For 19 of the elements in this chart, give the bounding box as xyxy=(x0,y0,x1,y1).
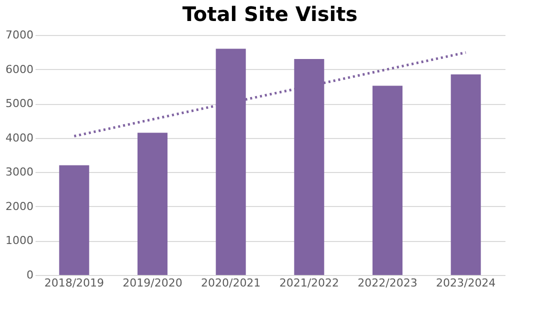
y-tick-label: 1000 xyxy=(6,234,34,248)
bar xyxy=(138,132,168,275)
y-tick-label: 5000 xyxy=(6,97,34,110)
bar xyxy=(450,74,481,275)
chart-title: Total Site Visits xyxy=(182,2,358,26)
x-tick-label: 2023/2024 xyxy=(436,276,496,290)
bar xyxy=(372,86,402,275)
x-tick-label: 2021/2022 xyxy=(279,276,340,290)
bar xyxy=(59,165,90,275)
y-tick-label: 0 xyxy=(26,268,34,282)
y-tick-label: 3000 xyxy=(6,166,34,179)
x-tick-label: 2019/2020 xyxy=(122,276,182,290)
y-tick-label: 4000 xyxy=(6,131,34,144)
y-tick-label: 7000 xyxy=(6,28,34,42)
y-tick-label: 6000 xyxy=(6,62,34,76)
x-tick-label: 2020/2021 xyxy=(200,276,261,290)
x-tick-label: 2018/2019 xyxy=(44,276,104,290)
y-tick-label: 2000 xyxy=(6,200,34,213)
x-tick-label: 2022/2023 xyxy=(358,276,418,290)
